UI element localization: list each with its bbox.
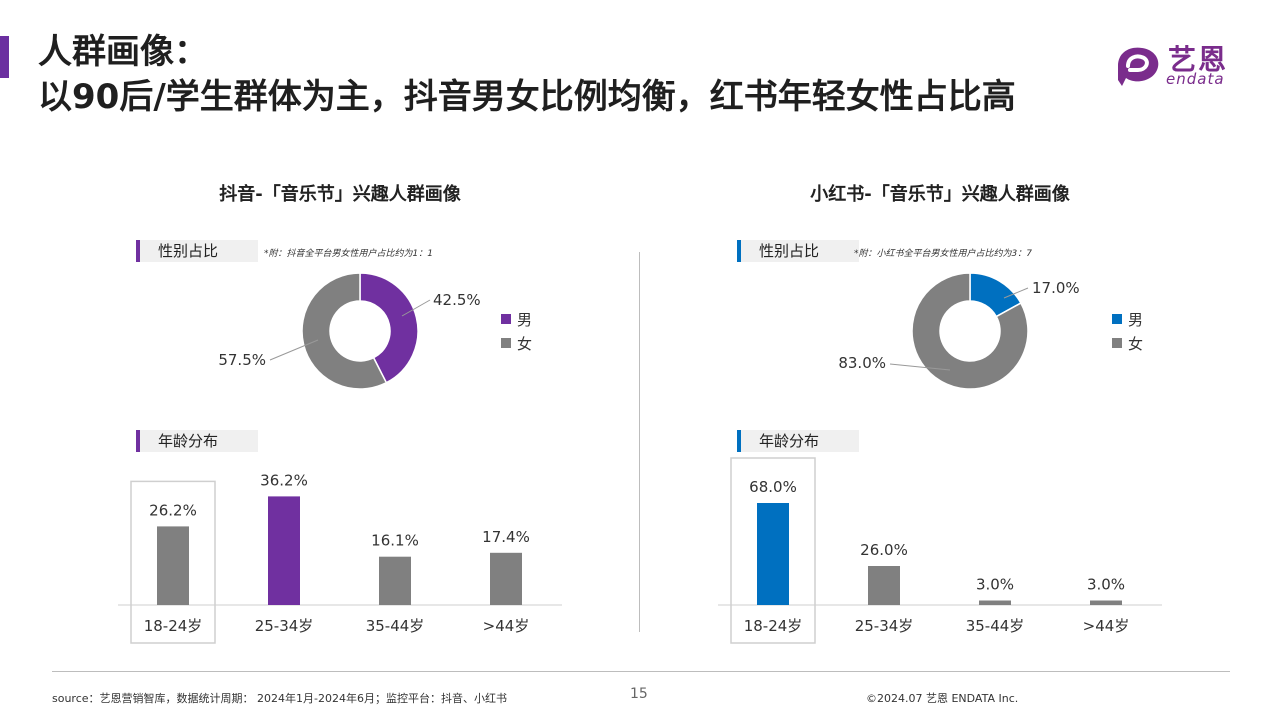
- bar0-bar-3: [490, 552, 522, 605]
- bar1-category-label-1: 25-34岁: [855, 617, 914, 635]
- page-title: 人群画像： 以90后/学生群体为主，抖音男女比例均衡，红书年轻女性占比高: [38, 30, 1016, 120]
- donut0-leader-1: [269, 339, 319, 361]
- xhs-legend: 男 女: [1112, 307, 1143, 355]
- douyin-gender-label: 性别占比: [136, 240, 258, 262]
- xhs-age-label-text: 年龄分布: [759, 432, 820, 450]
- legend-swatch-male: [501, 314, 511, 324]
- xhs-legend-female: 女: [1112, 331, 1143, 355]
- xhs-note: *附：小红书全平台男女性用户占比约为3：7: [854, 249, 1032, 259]
- bar0-bar-0: [157, 526, 189, 605]
- douyin-age-label-mark: [136, 430, 140, 452]
- bar1-category-label-2: 35-44岁: [966, 617, 1025, 635]
- panel-divider: [639, 252, 640, 632]
- douyin-gender-label-text: 性别占比: [158, 242, 219, 260]
- legend-swatch-female: [501, 338, 511, 348]
- bar1-value-label-3: 3.0%: [1087, 576, 1125, 594]
- donut1-slice-male: [969, 272, 1022, 318]
- donut1-slice-female: [911, 272, 1029, 390]
- endata-logo-icon: [1118, 47, 1159, 86]
- bar0-bar-1: [268, 496, 300, 605]
- bar0-category-label-2: 35-44岁: [366, 617, 425, 635]
- bar1-highlight-box: [730, 457, 816, 644]
- douyin-legend-male: 男: [501, 307, 532, 331]
- bar0-bar-2: [379, 556, 411, 605]
- douyin-legend: 男 女: [501, 307, 532, 355]
- xhs-gender-label: 性别占比: [737, 240, 859, 262]
- xhs-age-label-mark: [737, 430, 741, 452]
- footer-divider: [52, 671, 1230, 672]
- legend-swatch-male: [1112, 314, 1122, 324]
- donut1-leader-0: [1003, 287, 1029, 299]
- bar1-bar-3: [1090, 600, 1122, 605]
- bar1-category-label-3: >44岁: [1083, 617, 1130, 635]
- title-accent-bar: [0, 36, 9, 78]
- donut0-leader-0: [401, 299, 431, 317]
- bar0-value-label-1: 36.2%: [260, 471, 308, 489]
- douyin-age-label: 年龄分布: [136, 430, 258, 452]
- donut0-slice-male: [359, 272, 419, 384]
- bar0-category-label-1: 25-34岁: [255, 617, 314, 635]
- footer-source: source：艺恩营销智库，数据统计周期： 2024年1月-2024年6月；监控…: [52, 692, 507, 705]
- legend-label-female: 女: [517, 334, 533, 353]
- donut1-label-female: 83.0%: [838, 354, 886, 372]
- douyin-age-label-text: 年龄分布: [158, 432, 219, 450]
- bar0-category-label-0: 18-24岁: [144, 617, 203, 635]
- bar1-value-label-2: 3.0%: [976, 576, 1014, 594]
- bar0-category-label-3: >44岁: [483, 617, 530, 635]
- donut1-label-male: 17.0%: [1032, 279, 1080, 297]
- page-number: 15: [630, 686, 648, 702]
- bar1-bar-0: [757, 503, 789, 605]
- douyin-legend-female: 女: [501, 331, 532, 355]
- donut0-slice-female: [301, 272, 388, 390]
- donut1-leader-1: [889, 363, 951, 371]
- bar0-highlight-box: [130, 480, 216, 644]
- page-title-line1: 人群画像：: [38, 32, 208, 72]
- xhs-gender-label-text: 性别占比: [759, 242, 820, 260]
- footer-copyright: ©2024.07 艺恩 ENDATA Inc.: [866, 692, 1019, 705]
- xhs-legend-male: 男: [1112, 307, 1143, 331]
- bar1-bar-2: [979, 600, 1011, 605]
- bar1-bar-1: [868, 566, 900, 605]
- xhs-age-label: 年龄分布: [737, 430, 859, 452]
- bar0-value-label-0: 26.2%: [149, 501, 197, 519]
- bar1-value-label-1: 26.0%: [860, 541, 908, 559]
- bar0-value-label-2: 16.1%: [371, 532, 419, 550]
- bar1-value-label-0: 68.0%: [749, 478, 797, 496]
- douyin-note: *附：抖音全平台男女性用户占比约为1：1: [264, 249, 433, 259]
- xhs-gender-label-mark: [737, 240, 741, 262]
- logo-cn-text: 艺恩: [1168, 43, 1229, 76]
- douyin-gender-label-mark: [136, 240, 140, 262]
- donut0-label-female: 57.5%: [218, 351, 266, 369]
- legend-label-male: 男: [1128, 310, 1144, 329]
- bar0-value-label-3: 17.4%: [482, 528, 530, 546]
- logo-en-text: endata: [1166, 70, 1225, 88]
- bar1-category-label-0: 18-24岁: [744, 617, 803, 635]
- legend-swatch-female: [1112, 338, 1122, 348]
- douyin-panel-title: 抖音-「音乐节」兴趣人群画像: [219, 184, 461, 205]
- legend-label-male: 男: [517, 310, 533, 329]
- xiaohongshu-panel-title: 小红书-「音乐节」兴趣人群画像: [810, 184, 1070, 205]
- legend-label-female: 女: [1128, 334, 1144, 353]
- page-title-line2: 以90后/学生群体为主，抖音男女比例均衡，红书年轻女性占比高: [38, 77, 1016, 117]
- donut0-label-male: 42.5%: [433, 291, 481, 309]
